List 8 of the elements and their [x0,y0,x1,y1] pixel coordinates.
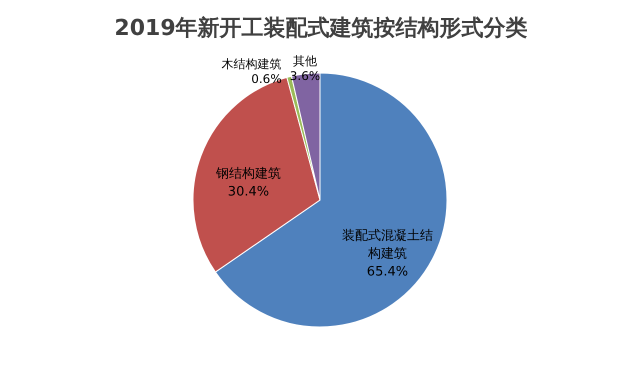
data-label: 65.4% [366,264,408,280]
chart-title: 2019年新开工装配式建筑按结构形式分类 [114,15,528,41]
data-label: 30.4% [228,184,270,200]
slice-label: 其他 [292,54,317,68]
data-label: 0.6% [251,72,282,86]
slice-label: 木结构建筑 [222,56,282,71]
slice-label: 装配式混凝土结构建筑 [342,228,433,262]
slice-label: 钢结构建筑 [214,166,281,182]
